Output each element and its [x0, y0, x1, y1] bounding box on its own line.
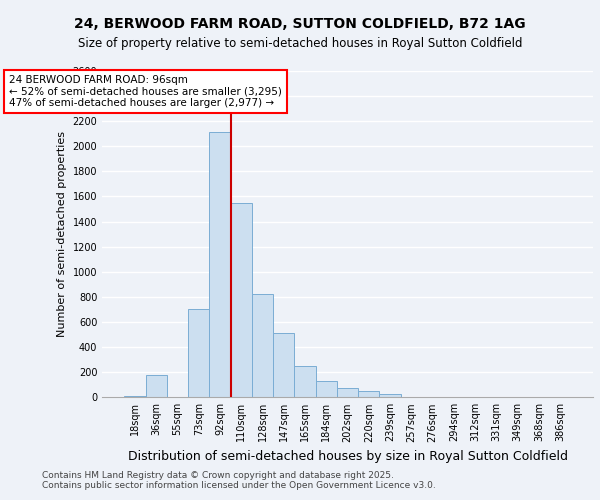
- Text: 24 BERWOOD FARM ROAD: 96sqm
← 52% of semi-detached houses are smaller (3,295)
47: 24 BERWOOD FARM ROAD: 96sqm ← 52% of sem…: [9, 74, 282, 108]
- X-axis label: Distribution of semi-detached houses by size in Royal Sutton Coldfield: Distribution of semi-detached houses by …: [128, 450, 568, 463]
- Bar: [358, 391, 379, 398]
- Text: Contains HM Land Registry data © Crown copyright and database right 2025.
Contai: Contains HM Land Registry data © Crown c…: [42, 470, 436, 490]
- Bar: [273, 334, 295, 398]
- Bar: [295, 366, 316, 398]
- Bar: [379, 394, 401, 398]
- Bar: [188, 310, 209, 398]
- Text: 24, BERWOOD FARM ROAD, SUTTON COLDFIELD, B72 1AG: 24, BERWOOD FARM ROAD, SUTTON COLDFIELD,…: [74, 18, 526, 32]
- Bar: [209, 132, 230, 398]
- Bar: [316, 381, 337, 398]
- Bar: [337, 388, 358, 398]
- Bar: [146, 376, 167, 398]
- Bar: [252, 294, 273, 398]
- Bar: [230, 203, 252, 398]
- Y-axis label: Number of semi-detached properties: Number of semi-detached properties: [57, 131, 67, 337]
- Bar: [124, 396, 146, 398]
- Text: Size of property relative to semi-detached houses in Royal Sutton Coldfield: Size of property relative to semi-detach…: [78, 38, 522, 51]
